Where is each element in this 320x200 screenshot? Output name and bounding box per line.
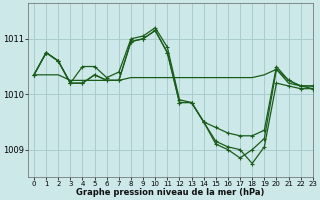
- X-axis label: Graphe pression niveau de la mer (hPa): Graphe pression niveau de la mer (hPa): [76, 188, 265, 197]
